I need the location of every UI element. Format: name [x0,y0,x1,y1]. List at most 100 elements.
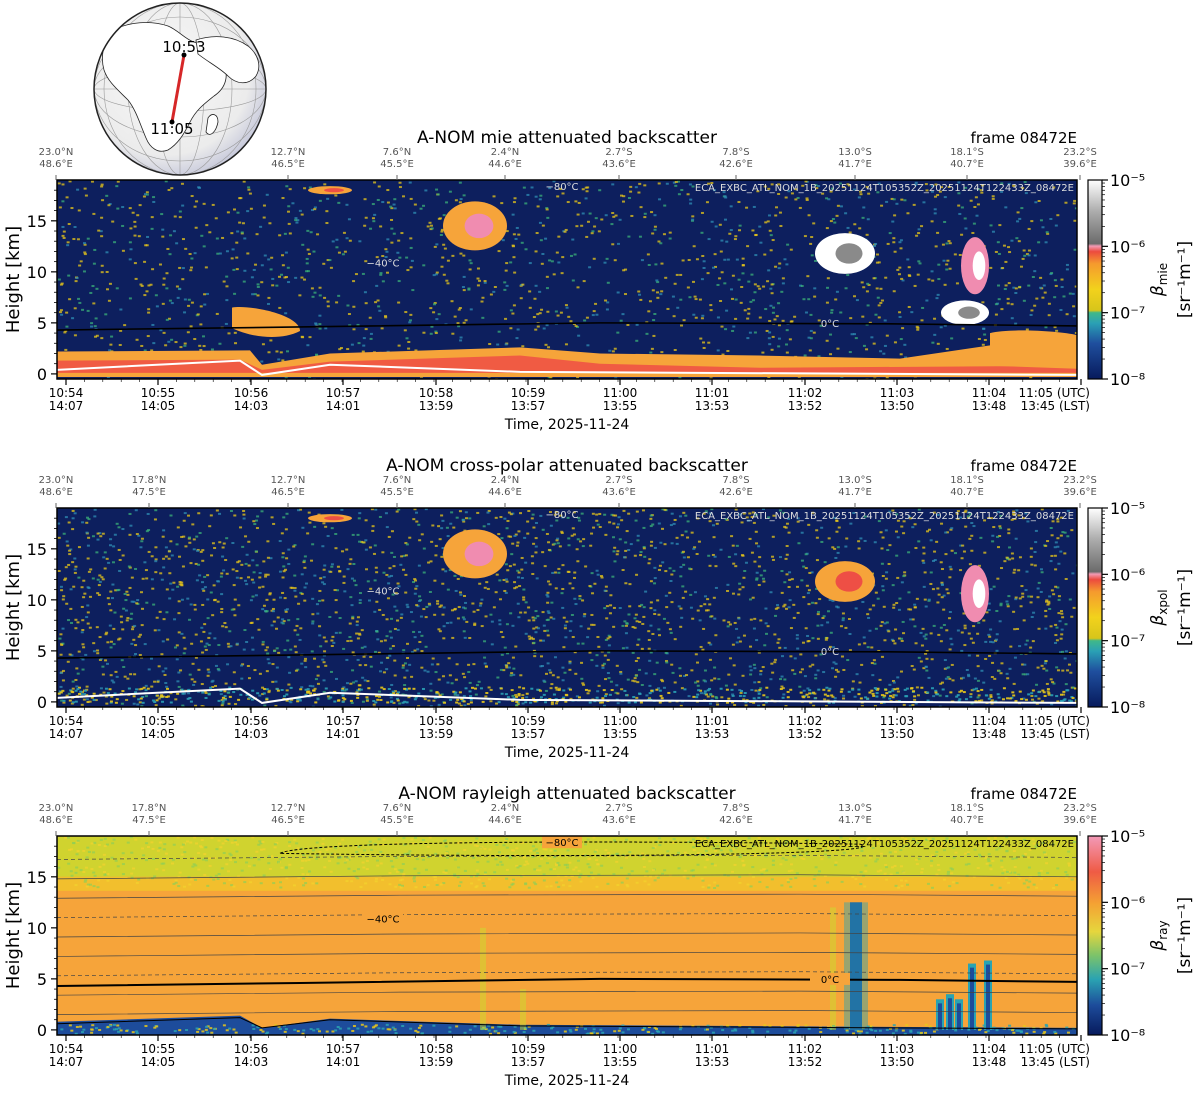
pixel-cell [1022,619,1026,622]
pixel-cell [77,297,81,300]
pixel-cell [453,607,457,610]
pixel-cell [544,237,548,240]
pixel-cell [809,242,813,245]
pixel-cell [735,627,739,630]
pixel-cell [836,347,840,350]
pixel-cell [121,554,125,557]
pixel-cell [682,563,686,566]
pixel-cell [99,230,103,233]
pixel-cell [792,603,796,606]
pixel-cell [656,281,660,284]
pixel-cell [1023,254,1027,257]
pixel-cell [223,695,227,698]
pixel-cell [520,568,524,571]
pixel-cell [703,595,707,598]
pixel-cell [934,195,938,198]
pixel-cell [358,601,362,604]
pixel-cell [352,280,356,283]
pixel-cell [405,688,409,691]
pixel-cell [408,181,412,184]
pixel-cell [859,193,863,196]
pixel-cell [742,512,746,515]
pixel-cell [714,265,718,268]
pixel-cell [813,287,817,290]
pixel-cell [264,573,268,576]
pixel-cell [840,688,844,691]
pixel-cell [1060,278,1064,281]
pixel-cell [653,609,657,612]
pixel-cell [620,519,624,522]
pixel-cell [812,704,816,707]
pixel-cell [660,351,664,354]
pixel-cell [949,528,953,531]
pixel-cell [371,529,375,532]
pixel-cell [437,217,441,220]
pixel-cell [895,554,899,557]
pixel-cell [805,198,809,201]
pixel-cell [514,693,518,696]
pixel-cell [254,519,258,522]
pixel-cell [686,520,690,523]
pixel-cell [273,650,277,653]
pixel-cell [867,283,871,286]
pixel-cell [606,301,610,304]
pixel-cell [775,315,779,318]
pixel-cell [478,279,482,282]
pixel-cell [168,572,172,575]
pixel-cell [892,241,896,244]
pixel-cell [267,258,271,261]
pixel-cell [152,603,156,606]
pixel-cell [964,509,968,512]
pixel-cell [448,569,452,572]
pixel-cell [909,618,913,621]
pixel-cell [826,277,830,280]
pixel-cell [759,619,763,622]
pixel-cell [167,188,171,191]
pixel-cell [686,286,690,289]
pixel-cell [615,553,619,556]
pixel-cell [61,679,65,682]
pixel-cell [62,532,66,535]
pixel-cell [335,589,339,592]
pixel-cell [940,186,944,189]
pixel-cell [328,615,332,618]
pixel-cell [113,692,117,695]
pixel-cell [278,234,282,237]
pixel-cell [585,235,589,238]
pixel-cell [533,651,537,654]
pixel-cell [624,582,628,585]
pixel-cell [190,257,194,260]
pixel-cell [533,700,537,703]
pixel-cell [534,610,538,613]
pixel-cell [324,664,328,667]
pixel-cell [154,560,158,563]
y-axis-label: Height [km] [3,226,24,333]
pixel-cell [816,637,820,640]
pixel-cell [134,644,138,647]
pixel-cell [105,270,109,273]
pixel-cell [969,695,973,698]
pixel-cell [548,187,552,190]
pixel-cell [880,621,884,624]
pixel-cell [523,611,527,614]
plot-background [57,508,1077,707]
pixel-cell [737,201,741,204]
pixel-cell [700,211,704,214]
pixel-cell [332,641,336,644]
pixel-cell [150,578,154,581]
pixel-cell [967,673,971,676]
pixel-cell [371,217,375,220]
colorbar-subscript: mie [1156,263,1170,285]
pixel-cell [308,186,312,189]
pixel-cell [358,240,362,243]
pixel-cell [823,561,827,564]
pixel-cell [950,643,954,646]
pixel-cell [330,645,334,648]
pixel-cell [668,628,672,631]
pixel-cell [609,594,613,597]
pixel-cell [395,510,399,513]
pixel-cell [1043,695,1047,698]
pixel-cell [922,546,926,549]
pixel-cell [1000,662,1004,665]
pixel-cell [888,697,892,700]
